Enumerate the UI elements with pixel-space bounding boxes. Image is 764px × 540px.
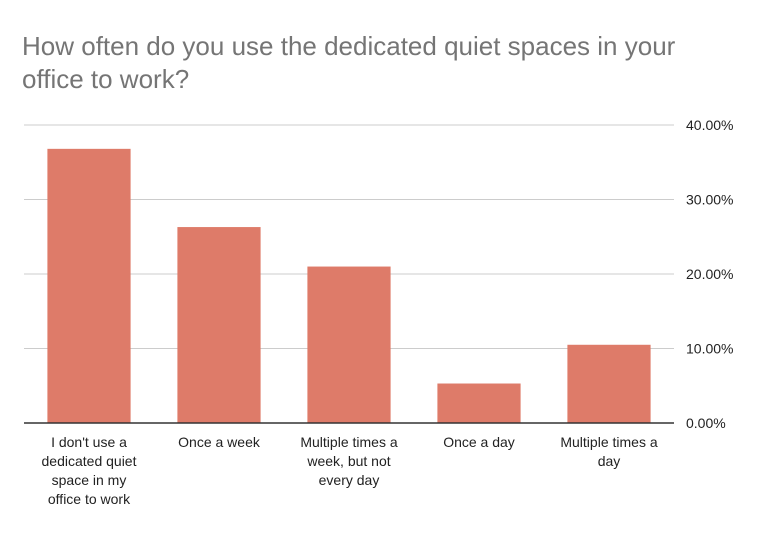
y-tick-label: 40.00% (686, 117, 733, 133)
y-tick-label: 0.00% (686, 415, 726, 431)
category-label: Multiple times a (560, 434, 657, 450)
category-label: Once a week (178, 434, 261, 450)
bar (567, 344, 651, 423)
y-tick-labels: 0.00% 10.00% 20.00% 30.00% 40.00% (686, 117, 733, 431)
y-tick-label: 20.00% (686, 266, 733, 282)
bar (437, 383, 521, 423)
bar (47, 148, 131, 423)
category-label: every day (319, 472, 380, 488)
category-label: dedicated quiet (42, 453, 137, 469)
category-label: space in my (52, 472, 127, 488)
category-label: Once a day (443, 434, 515, 450)
category-label: day (598, 453, 621, 469)
category-label: I don't use a (51, 434, 127, 450)
bar (177, 227, 261, 423)
category-labels: I don't use a dedicated quiet space in my o… (42, 434, 658, 507)
y-tick-label: 10.00% (686, 341, 733, 357)
category-label: week, but not (306, 453, 390, 469)
chart-title: How often do you use the dedicated quiet… (22, 31, 676, 94)
bars (47, 148, 651, 423)
y-tick-label: 30.00% (686, 192, 733, 208)
bar (307, 266, 391, 423)
category-label: Multiple times a (300, 434, 397, 450)
category-label: office to work (48, 491, 131, 507)
